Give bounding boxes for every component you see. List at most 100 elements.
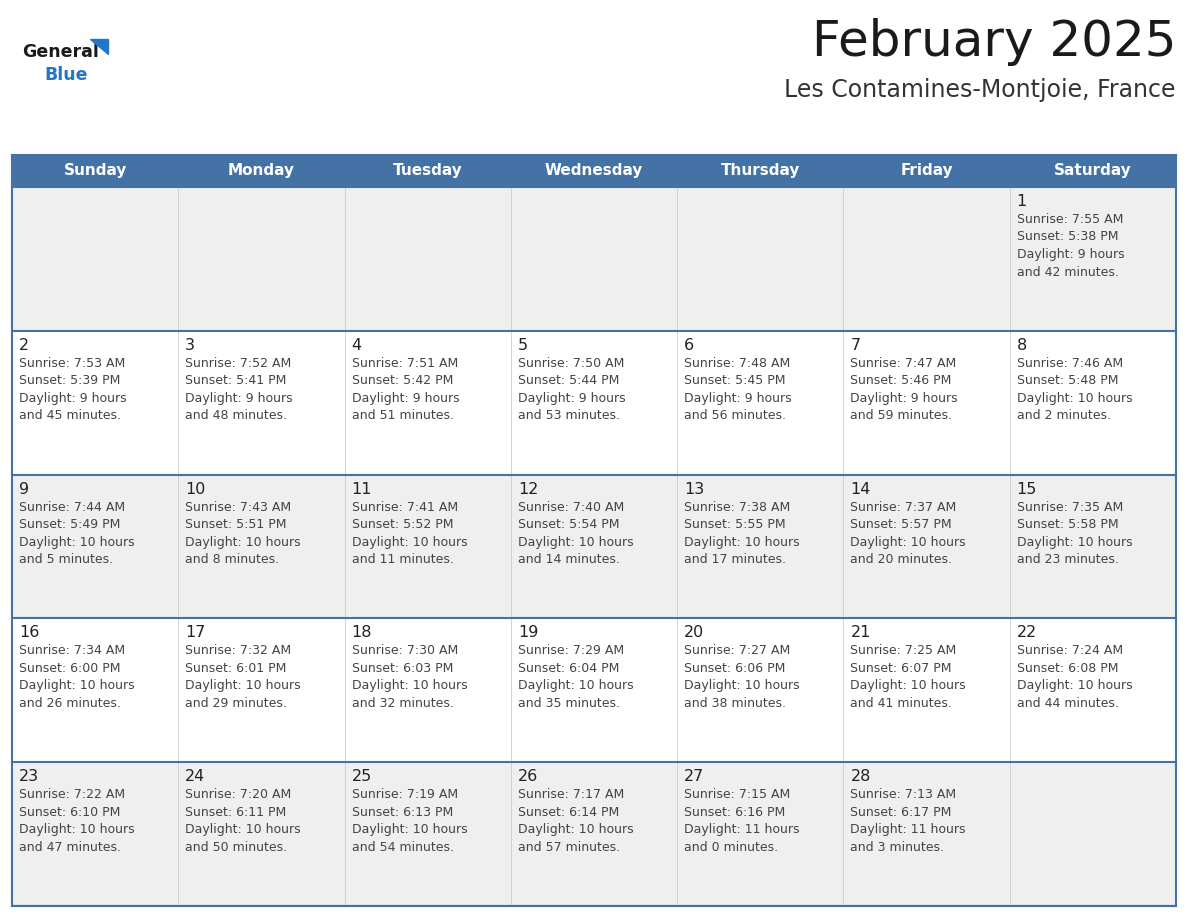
Text: and 54 minutes.: and 54 minutes. <box>352 841 454 854</box>
Text: Sunset: 6:13 PM: Sunset: 6:13 PM <box>352 806 453 819</box>
Text: Daylight: 9 hours: Daylight: 9 hours <box>684 392 791 405</box>
Text: Daylight: 10 hours: Daylight: 10 hours <box>185 823 301 836</box>
Text: Les Contamines-Montjoie, France: Les Contamines-Montjoie, France <box>784 78 1176 102</box>
Text: Daylight: 10 hours: Daylight: 10 hours <box>19 679 134 692</box>
Text: 20: 20 <box>684 625 704 641</box>
Text: February 2025: February 2025 <box>811 18 1176 66</box>
Text: Daylight: 10 hours: Daylight: 10 hours <box>185 679 301 692</box>
Text: Sunrise: 7:24 AM: Sunrise: 7:24 AM <box>1017 644 1123 657</box>
Text: Daylight: 10 hours: Daylight: 10 hours <box>1017 679 1132 692</box>
Text: Sunset: 5:52 PM: Sunset: 5:52 PM <box>352 518 453 532</box>
Text: Sunset: 5:57 PM: Sunset: 5:57 PM <box>851 518 952 532</box>
Bar <box>843 155 1010 187</box>
Text: Sunrise: 7:40 AM: Sunrise: 7:40 AM <box>518 500 624 513</box>
Text: Sunset: 5:49 PM: Sunset: 5:49 PM <box>19 518 120 532</box>
Text: Monday: Monday <box>228 163 295 178</box>
Text: 3: 3 <box>185 338 195 353</box>
Text: and 53 minutes.: and 53 minutes. <box>518 409 620 422</box>
Text: Sunrise: 7:51 AM: Sunrise: 7:51 AM <box>352 357 457 370</box>
Text: Sunrise: 7:50 AM: Sunrise: 7:50 AM <box>518 357 624 370</box>
Text: Sunrise: 7:25 AM: Sunrise: 7:25 AM <box>851 644 956 657</box>
Text: and 56 minutes.: and 56 minutes. <box>684 409 786 422</box>
Text: Tuesday: Tuesday <box>393 163 462 178</box>
Text: Daylight: 10 hours: Daylight: 10 hours <box>19 535 134 549</box>
Text: Sunrise: 7:32 AM: Sunrise: 7:32 AM <box>185 644 291 657</box>
Text: and 51 minutes.: and 51 minutes. <box>352 409 454 422</box>
Text: 7: 7 <box>851 338 860 353</box>
Text: Sunset: 6:08 PM: Sunset: 6:08 PM <box>1017 662 1118 675</box>
Text: Sunrise: 7:15 AM: Sunrise: 7:15 AM <box>684 789 790 801</box>
Bar <box>12 475 1176 619</box>
Text: and 0 minutes.: and 0 minutes. <box>684 841 778 854</box>
Text: Sunrise: 7:53 AM: Sunrise: 7:53 AM <box>19 357 125 370</box>
Text: Sunrise: 7:22 AM: Sunrise: 7:22 AM <box>19 789 125 801</box>
Text: Sunrise: 7:48 AM: Sunrise: 7:48 AM <box>684 357 790 370</box>
Text: Sunset: 6:16 PM: Sunset: 6:16 PM <box>684 806 785 819</box>
Text: Sunset: 5:44 PM: Sunset: 5:44 PM <box>518 375 619 387</box>
Text: Daylight: 10 hours: Daylight: 10 hours <box>352 679 467 692</box>
Text: Sunset: 5:51 PM: Sunset: 5:51 PM <box>185 518 286 532</box>
Text: 26: 26 <box>518 769 538 784</box>
Text: 14: 14 <box>851 482 871 497</box>
Text: 22: 22 <box>1017 625 1037 641</box>
Text: and 45 minutes.: and 45 minutes. <box>19 409 121 422</box>
Text: Daylight: 10 hours: Daylight: 10 hours <box>19 823 134 836</box>
Text: Blue: Blue <box>44 66 88 84</box>
Text: and 26 minutes.: and 26 minutes. <box>19 697 121 710</box>
Text: Daylight: 10 hours: Daylight: 10 hours <box>518 535 633 549</box>
Text: Daylight: 9 hours: Daylight: 9 hours <box>352 392 460 405</box>
Text: and 8 minutes.: and 8 minutes. <box>185 554 279 566</box>
Text: and 17 minutes.: and 17 minutes. <box>684 554 786 566</box>
Text: Daylight: 10 hours: Daylight: 10 hours <box>1017 392 1132 405</box>
Text: 6: 6 <box>684 338 694 353</box>
Text: 1: 1 <box>1017 194 1026 209</box>
Text: 8: 8 <box>1017 338 1026 353</box>
Text: Thursday: Thursday <box>721 163 800 178</box>
Text: and 2 minutes.: and 2 minutes. <box>1017 409 1111 422</box>
Text: and 35 minutes.: and 35 minutes. <box>518 697 620 710</box>
Text: and 38 minutes.: and 38 minutes. <box>684 697 786 710</box>
Text: Daylight: 10 hours: Daylight: 10 hours <box>1017 535 1132 549</box>
Text: Sunrise: 7:17 AM: Sunrise: 7:17 AM <box>518 789 624 801</box>
Text: 11: 11 <box>352 482 372 497</box>
Text: Sunset: 6:17 PM: Sunset: 6:17 PM <box>851 806 952 819</box>
Text: and 50 minutes.: and 50 minutes. <box>185 841 287 854</box>
Text: 15: 15 <box>1017 482 1037 497</box>
Text: Sunset: 5:45 PM: Sunset: 5:45 PM <box>684 375 785 387</box>
Text: and 42 minutes.: and 42 minutes. <box>1017 265 1119 278</box>
Text: Friday: Friday <box>901 163 953 178</box>
Bar <box>12 155 178 187</box>
Text: 18: 18 <box>352 625 372 641</box>
Text: 2: 2 <box>19 338 30 353</box>
Text: 27: 27 <box>684 769 704 784</box>
Text: Daylight: 10 hours: Daylight: 10 hours <box>518 679 633 692</box>
Text: and 41 minutes.: and 41 minutes. <box>851 697 953 710</box>
Text: Sunset: 6:11 PM: Sunset: 6:11 PM <box>185 806 286 819</box>
Bar <box>178 155 345 187</box>
Text: and 44 minutes.: and 44 minutes. <box>1017 697 1119 710</box>
Text: 13: 13 <box>684 482 704 497</box>
Text: Sunrise: 7:35 AM: Sunrise: 7:35 AM <box>1017 500 1123 513</box>
Text: Saturday: Saturday <box>1054 163 1132 178</box>
Text: Sunrise: 7:20 AM: Sunrise: 7:20 AM <box>185 789 291 801</box>
Text: 5: 5 <box>518 338 527 353</box>
Text: Sunrise: 7:30 AM: Sunrise: 7:30 AM <box>352 644 457 657</box>
Text: Sunset: 5:42 PM: Sunset: 5:42 PM <box>352 375 453 387</box>
Text: 19: 19 <box>518 625 538 641</box>
Text: Daylight: 10 hours: Daylight: 10 hours <box>185 535 301 549</box>
Text: Daylight: 11 hours: Daylight: 11 hours <box>851 823 966 836</box>
Bar <box>12 155 1176 906</box>
Text: Sunrise: 7:13 AM: Sunrise: 7:13 AM <box>851 789 956 801</box>
Text: Sunrise: 7:52 AM: Sunrise: 7:52 AM <box>185 357 291 370</box>
Text: Sunrise: 7:29 AM: Sunrise: 7:29 AM <box>518 644 624 657</box>
Text: Daylight: 10 hours: Daylight: 10 hours <box>352 823 467 836</box>
Text: Sunset: 6:00 PM: Sunset: 6:00 PM <box>19 662 120 675</box>
Text: and 59 minutes.: and 59 minutes. <box>851 409 953 422</box>
Text: and 14 minutes.: and 14 minutes. <box>518 554 620 566</box>
Text: Sunday: Sunday <box>63 163 127 178</box>
Text: Daylight: 9 hours: Daylight: 9 hours <box>19 392 127 405</box>
Text: Sunset: 6:07 PM: Sunset: 6:07 PM <box>851 662 952 675</box>
Text: and 11 minutes.: and 11 minutes. <box>352 554 454 566</box>
Text: 23: 23 <box>19 769 39 784</box>
Text: Sunset: 5:55 PM: Sunset: 5:55 PM <box>684 518 785 532</box>
